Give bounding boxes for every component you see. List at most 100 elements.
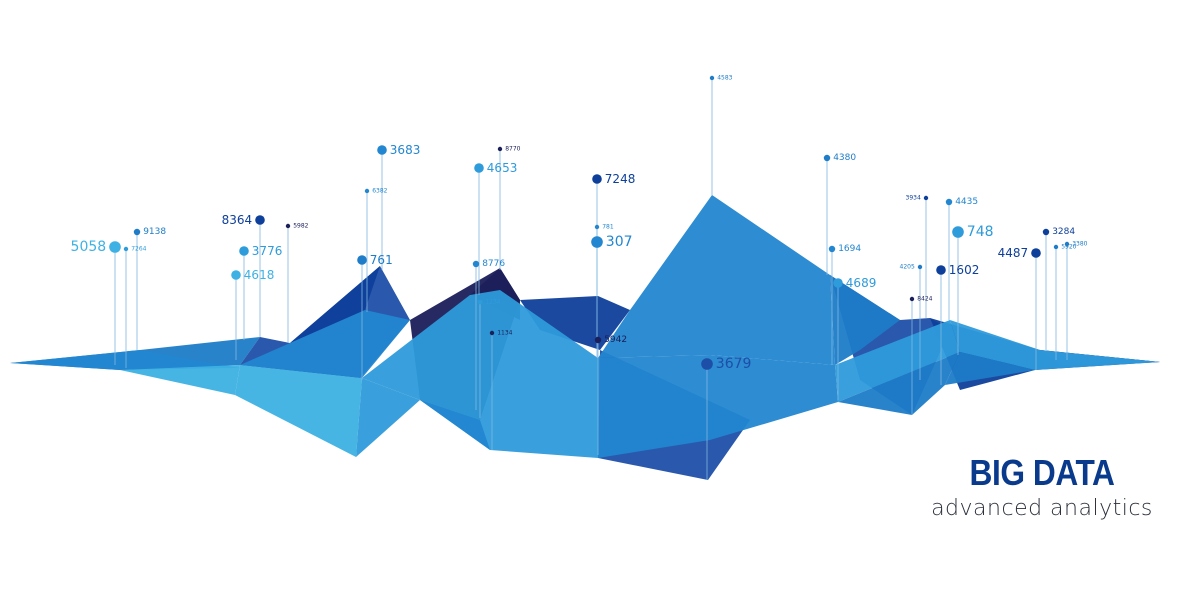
data-point-dot — [474, 163, 484, 173]
mesh-facet — [710, 355, 838, 440]
data-point-label: 4689 — [846, 276, 877, 290]
data-point-3284: 3284 — [1042, 227, 1075, 237]
data-point-label: 307 — [606, 234, 633, 250]
data-point-label: 3679 — [716, 356, 752, 372]
data-point-label: 4435 — [955, 197, 978, 207]
data-point-label: 5982 — [293, 223, 308, 230]
data-point-dot — [472, 260, 480, 268]
data-point-4689: 4689 — [833, 276, 876, 290]
data-point-1134: 1134 — [489, 330, 513, 337]
data-point-8364: 8364 — [222, 213, 265, 227]
mesh-facet — [945, 352, 1035, 385]
brand-subtitle: advanced analytics — [931, 496, 1153, 521]
data-point-dot — [123, 246, 129, 252]
data-point-label: 7264 — [131, 246, 146, 253]
data-point-4380: 4380 — [823, 153, 856, 163]
data-point-1602: 1602 — [936, 263, 979, 277]
data-point-7264: 7264 — [123, 246, 147, 253]
data-point-dot — [823, 154, 831, 162]
data-point-dot — [923, 195, 929, 201]
data-point-label: 8424 — [917, 296, 932, 303]
data-point-label: 5058 — [71, 239, 107, 255]
data-point-label: 3284 — [1052, 227, 1075, 237]
mesh-facet — [290, 266, 380, 343]
data-point-dot — [917, 264, 923, 270]
data-point-dot — [591, 236, 603, 248]
data-point-label: 3934 — [906, 195, 921, 202]
data-point-3380: 3380 — [1064, 241, 1088, 248]
data-point-3776: 3776 — [239, 244, 282, 258]
data-point-label: 4618 — [244, 268, 275, 282]
data-point-label: 761 — [370, 253, 393, 267]
data-point-3934: 3934 — [906, 195, 929, 202]
data-point-label: 781 — [602, 224, 614, 231]
data-point-1234: 1234 — [477, 299, 501, 306]
data-point-3679: 3679 — [701, 356, 751, 372]
data-point-label: 4205 — [900, 264, 915, 271]
data-point-dot — [936, 265, 946, 275]
data-point-3683: 3683 — [377, 143, 420, 157]
data-point-label: 9138 — [143, 227, 166, 237]
data-point-dot — [709, 75, 715, 81]
data-point-label: 3683 — [390, 143, 421, 157]
data-point-dot — [364, 188, 370, 194]
mesh-facet — [10, 350, 240, 370]
data-point-label: 6382 — [372, 188, 387, 195]
data-point-dot — [477, 299, 483, 305]
data-point-label: 4380 — [833, 153, 856, 163]
data-point-dot — [489, 330, 495, 336]
brand-title: BIG DATA — [969, 452, 1115, 493]
data-point-4487: 4487 — [998, 246, 1041, 260]
data-point-781: 781 — [594, 224, 614, 231]
data-point-label: 3380 — [1072, 241, 1087, 248]
data-point-7248: 7248 — [592, 172, 635, 186]
mesh-facet — [420, 400, 490, 450]
data-point-6382: 6382 — [364, 188, 388, 195]
data-point-dot — [909, 296, 915, 302]
data-point-dot — [594, 336, 602, 344]
data-point-748: 748 — [952, 224, 994, 240]
data-point-8776: 8776 — [472, 259, 505, 269]
data-point-dot — [701, 358, 713, 370]
data-point-5942: 5942 — [594, 335, 627, 345]
data-point-4653: 4653 — [474, 161, 517, 175]
data-point-label: 8770 — [505, 146, 520, 153]
data-point-label: 1234 — [485, 299, 500, 306]
data-point-761: 761 — [357, 253, 393, 267]
data-point-5982: 5982 — [285, 223, 309, 230]
data-point-dot — [833, 278, 843, 288]
data-point-dot — [1042, 228, 1050, 236]
data-point-dot — [285, 223, 291, 229]
data-point-dot — [231, 270, 241, 280]
data-point-label: 4653 — [487, 161, 518, 175]
data-point-dot — [497, 146, 503, 152]
data-point-label: 748 — [967, 224, 994, 240]
data-point-label: 4487 — [998, 246, 1029, 260]
data-point-8424: 8424 — [909, 296, 933, 303]
data-point-5058: 5058 — [71, 239, 121, 255]
data-point-5920: 5920 — [1053, 244, 1077, 251]
mesh-facet — [598, 195, 835, 365]
data-point-dot — [357, 255, 367, 265]
data-point-label: 8776 — [482, 259, 505, 269]
data-point-dot — [377, 145, 387, 155]
data-point-dot — [594, 224, 600, 230]
mesh-facet — [120, 365, 240, 395]
data-point-8770: 8770 — [497, 146, 521, 153]
data-point-4618: 4618 — [231, 268, 274, 282]
data-point-label: 1134 — [497, 330, 512, 337]
mesh-facet — [835, 320, 960, 402]
mesh-facet — [950, 320, 1160, 370]
data-point-dot — [1031, 248, 1041, 258]
data-point-label: 3776 — [252, 244, 283, 258]
data-point-307: 307 — [591, 234, 633, 250]
data-point-label: 8364 — [222, 213, 253, 227]
data-point-dot — [1064, 241, 1070, 247]
data-point-dot — [133, 228, 141, 236]
data-point-dot — [828, 245, 836, 253]
mesh-facet — [598, 355, 710, 458]
data-point-dot — [952, 226, 964, 238]
data-point-1694: 1694 — [828, 244, 861, 254]
data-point-4583: 4583 — [709, 75, 733, 82]
